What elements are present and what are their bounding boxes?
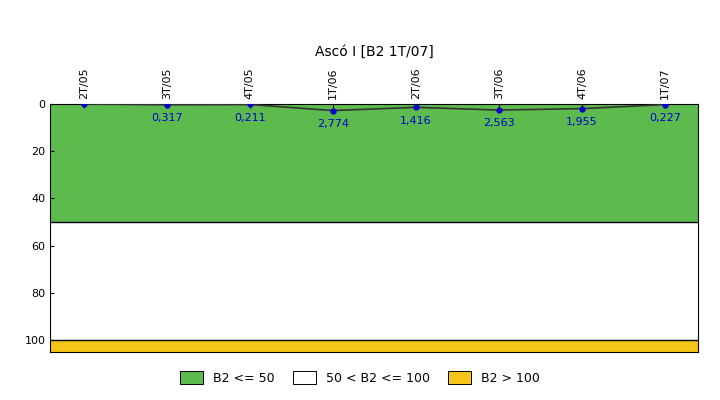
Text: 0,227: 0,227	[649, 113, 681, 123]
Text: 2,563: 2,563	[483, 118, 515, 128]
Text: 2,774: 2,774	[317, 119, 349, 129]
Bar	[50, 340, 698, 352]
Bar	[50, 222, 698, 340]
Text: 1,955: 1,955	[566, 117, 598, 127]
Text: 0,211: 0,211	[234, 113, 266, 123]
Text: 1,416: 1,416	[400, 116, 432, 126]
Bar	[50, 104, 698, 222]
Legend: B2 <= 50, 50 < B2 <= 100, B2 > 100: B2 <= 50, 50 < B2 <= 100, B2 > 100	[175, 366, 545, 390]
Text: 0,317: 0,317	[151, 113, 183, 123]
Title: Ascó I [B2 1T/07]: Ascó I [B2 1T/07]	[315, 44, 433, 58]
